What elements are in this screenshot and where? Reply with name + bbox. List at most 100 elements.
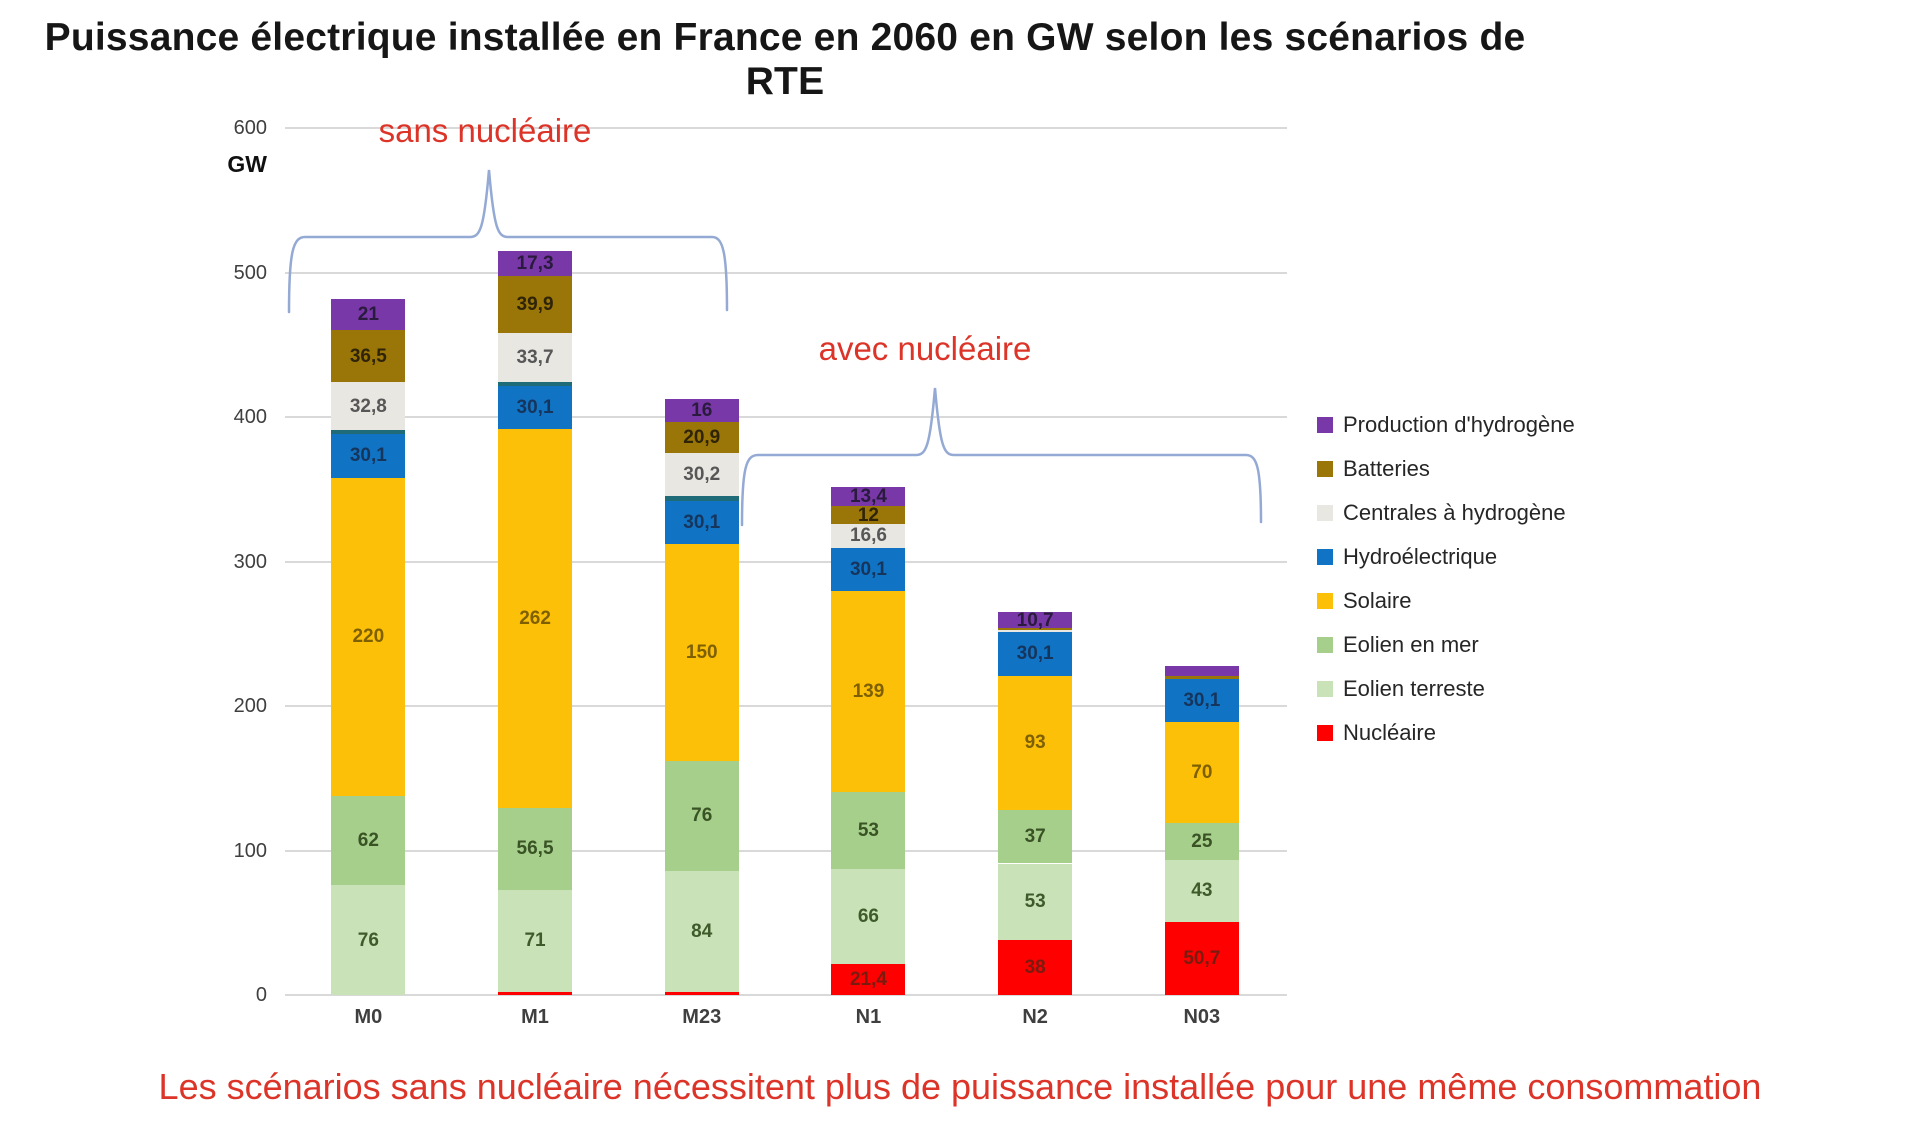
segment-value-label: 53 bbox=[857, 819, 879, 841]
gridline-500 bbox=[285, 271, 1287, 274]
segment-value-label: 84 bbox=[691, 920, 713, 942]
legend-item-eolien-terreste: Eolien terreste bbox=[1317, 676, 1575, 702]
bar-m23-segment-nucl-aire bbox=[664, 992, 739, 995]
bar-n03-segment-batteries bbox=[1164, 675, 1239, 679]
segment-value-label: 30,1 bbox=[849, 559, 887, 580]
bar-m23-segment-centrales-hydrog-ne: 30,2 bbox=[664, 452, 739, 497]
bar-n2-segment-batteries bbox=[998, 627, 1073, 630]
legend-label-eolien-terreste: Eolien terreste bbox=[1343, 676, 1485, 701]
x-axis-label-m1: M1 bbox=[521, 1006, 549, 1028]
segment-value-label: 30,1 bbox=[1016, 643, 1054, 665]
bar-m1-segment-eolien-terreste: 71 bbox=[498, 889, 573, 993]
segment-value-label: 36,5 bbox=[349, 345, 387, 367]
bar-n03-segment-solaire: 70 bbox=[1164, 722, 1239, 824]
legend-item-hydro-lectrique: Hydroélectrique bbox=[1317, 544, 1575, 570]
y-tick-label-400: 400 bbox=[233, 406, 267, 428]
segment-value-label: 150 bbox=[685, 642, 718, 664]
bar-m0-segment-eolien-en-mer: 62 bbox=[331, 795, 406, 886]
bar-m1-segment-segment-sans-l-gende bbox=[498, 382, 573, 386]
bar-n1-segment-eolien-terreste: 66 bbox=[831, 868, 906, 965]
segment-value-label: 12 bbox=[857, 504, 879, 526]
bar-m23-segment-production-d-hydrog-ne: 16 bbox=[664, 399, 739, 423]
bar-n1-segment-hydro-lectrique: 30,1 bbox=[831, 547, 906, 592]
legend: Production d'hydrogène Batteries Centrales… bbox=[1317, 412, 1575, 764]
y-tick-label-300: 300 bbox=[233, 550, 267, 573]
segment-value-label: 30,1 bbox=[683, 511, 721, 533]
bar-m1-segment-production-d-hydrog-ne: 17,3 bbox=[498, 250, 573, 276]
segment-value-label: 30,1 bbox=[349, 445, 387, 467]
bar-m0-segment-batteries: 36,5 bbox=[331, 329, 406, 383]
x-axis-label-n2: N2 bbox=[1022, 1006, 1048, 1028]
bar-n1-segment-production-d-hydrog-ne: 13,4 bbox=[831, 487, 906, 507]
segment-value-label: 53 bbox=[1024, 891, 1046, 913]
bar-n1-segment-solaire: 139 bbox=[831, 591, 906, 793]
x-axis-label-n03: N03 bbox=[1183, 1006, 1221, 1028]
gridline-100 bbox=[285, 849, 1287, 852]
legend-label-production-d-hydrog-ne: Production d'hydrogène bbox=[1343, 412, 1575, 437]
legend-label-solaire: Solaire bbox=[1343, 588, 1412, 613]
y-tick-label-600: 600 bbox=[233, 117, 267, 139]
segment-value-label: 71 bbox=[524, 930, 546, 952]
gridline-400 bbox=[285, 416, 1287, 418]
bar-m23-segment-segment-sans-l-gende bbox=[664, 496, 739, 501]
bar-n2-segment-centrales-hydrog-ne bbox=[998, 629, 1073, 633]
bar-n03-segment-hydro-lectrique: 30,1 bbox=[1164, 678, 1239, 723]
annotation-sans-nucleaire: sans nucléaire bbox=[378, 112, 592, 149]
segment-value-label: 21 bbox=[357, 304, 379, 326]
legend-label-eolien-en-mer: Eolien en mer bbox=[1343, 632, 1479, 657]
bar-n2-segment-nucl-aire: 38 bbox=[998, 940, 1073, 995]
legend-label-hydro-lectrique: Hydroélectrique bbox=[1343, 544, 1498, 569]
x-axis-label-m23: M23 bbox=[682, 1006, 722, 1028]
bar-m0-segment-solaire: 220 bbox=[331, 477, 406, 796]
segment-value-label: 43 bbox=[1191, 880, 1213, 902]
legend-item-production-d-hydrog-ne: Production d'hydrogène bbox=[1317, 412, 1575, 438]
bar-n1-segment-centrales-hydrog-ne: 16,6 bbox=[831, 523, 906, 548]
y-tick-label-500: 500 bbox=[233, 261, 267, 284]
gridline-300 bbox=[285, 560, 1287, 563]
segment-value-label: 30,1 bbox=[1183, 690, 1221, 712]
bar-m1-segment-batteries: 39,9 bbox=[498, 275, 573, 334]
segment-value-label: 10,7 bbox=[1016, 609, 1054, 631]
x-axis-label-n1: N1 bbox=[855, 1006, 882, 1028]
segment-value-label: 25 bbox=[1191, 831, 1213, 853]
bar-n1-segment-batteries: 12 bbox=[831, 504, 906, 526]
gridline-0 bbox=[285, 994, 1287, 996]
legend-swatch-eolien-en-mer-icon bbox=[1317, 637, 1333, 653]
bar-n1-segment-nucl-aire: 21,4 bbox=[831, 964, 906, 995]
bar-m0-segment-centrales-hydrog-ne: 32,8 bbox=[331, 382, 406, 430]
bar-n2-segment-eolien-en-mer: 37 bbox=[998, 810, 1073, 864]
bar-m23-segment-eolien-en-mer: 76 bbox=[664, 760, 739, 871]
legend-label-centrales-hydrog-ne: Centrales à hydrogène bbox=[1343, 500, 1566, 525]
segment-value-label: 39,9 bbox=[516, 294, 554, 316]
bar-m1-segment-hydro-lectrique: 30,1 bbox=[498, 385, 573, 430]
bar-n2-segment-hydro-lectrique: 30,1 bbox=[998, 632, 1073, 676]
bar-n2-segment-eolien-terreste: 53 bbox=[998, 863, 1073, 941]
segment-value-label: 93 bbox=[1024, 732, 1046, 754]
bar-m0-segment-production-d-hydrog-ne: 21 bbox=[331, 299, 406, 330]
legend-item-centrales-hydrog-ne: Centrales à hydrogène bbox=[1317, 500, 1575, 526]
bar-m0-segment-segment-sans-l-gende bbox=[331, 429, 406, 435]
segment-value-label: 20,9 bbox=[683, 427, 721, 449]
bar-m23-segment-eolien-terreste: 84 bbox=[664, 870, 739, 993]
segment-value-label: 76 bbox=[691, 805, 713, 827]
segment-value-label: 30,2 bbox=[683, 464, 721, 485]
gridline-200 bbox=[285, 705, 1287, 707]
bar-m0-segment-hydro-lectrique: 30,1 bbox=[331, 434, 406, 478]
segment-value-label: 30,1 bbox=[516, 397, 554, 419]
chart-title: Puissance électrique installée en France… bbox=[44, 16, 1526, 103]
segment-value-label: 16,6 bbox=[849, 525, 887, 547]
segment-value-label: 76 bbox=[357, 929, 379, 951]
bar-n03-segment-eolien-en-mer: 25 bbox=[1164, 823, 1239, 860]
x-axis-label-m0: M0 bbox=[354, 1006, 383, 1028]
segment-value-label: 33,7 bbox=[516, 347, 554, 369]
bar-m1-segment-solaire: 262 bbox=[498, 429, 573, 808]
y-tick-label-0: 0 bbox=[255, 984, 267, 1006]
segment-value-label: 66 bbox=[857, 905, 879, 927]
segment-value-label: 21,4 bbox=[849, 969, 887, 991]
legend-swatch-eolien-terreste-icon bbox=[1317, 681, 1333, 697]
legend-label-nucl-aire: Nucléaire bbox=[1343, 720, 1436, 745]
bottom-caption: Les scénarios sans nucléaire nécessitent… bbox=[158, 1066, 1762, 1107]
bar-m0-segment-eolien-terreste: 76 bbox=[331, 885, 406, 995]
annotation-avec-nucleaire: avec nucléaire bbox=[818, 330, 1032, 367]
